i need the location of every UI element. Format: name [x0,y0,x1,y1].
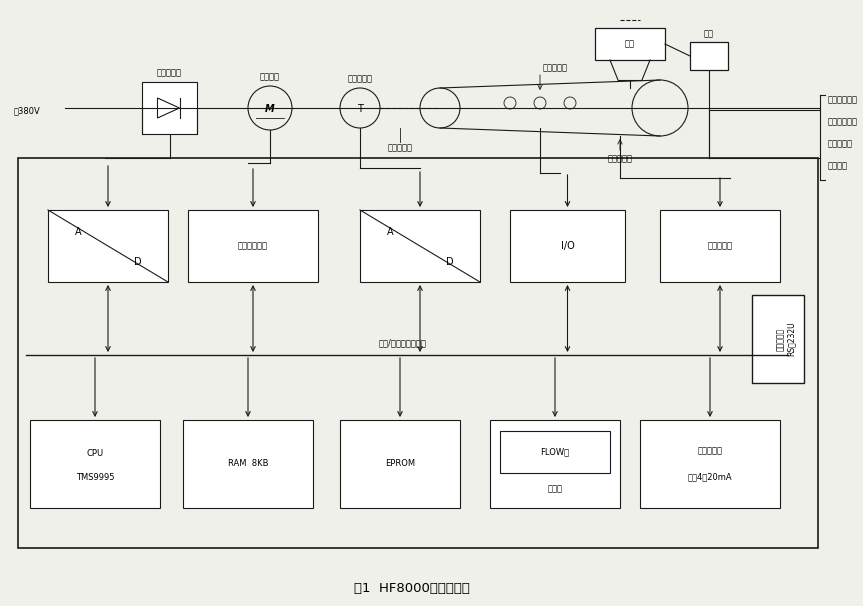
Text: 荷重传感器: 荷重传感器 [608,154,633,163]
Text: ～380V: ～380V [14,107,41,116]
Text: 皮带运转信号: 皮带运转信号 [828,96,858,104]
Bar [48,210,168,282]
Text: 控制台: 控制台 [547,484,563,493]
Text: D: D [446,257,454,267]
Text: 编码选择开关: 编码选择开关 [238,242,268,250]
Text: 直流马达: 直流马达 [260,72,280,81]
Bar [595,28,665,60]
Text: 第三扩展板
RS－232U: 第三扩展板 RS－232U [777,322,796,356]
Bar [690,42,728,70]
Text: D: D [134,257,142,267]
Text: TMS9995: TMS9995 [76,473,114,482]
Text: A: A [387,227,394,236]
Text: 皮带限位开关: 皮带限位开关 [828,118,858,127]
Bar [188,210,318,282]
Text: 插板: 插板 [625,39,635,48]
Text: 联锁信号: 联锁信号 [828,162,848,170]
Text: 图1  HF8000硬件构成图: 图1 HF8000硬件构成图 [354,582,469,594]
Text: 第三扩展板: 第三扩展板 [697,446,722,455]
Text: CPU: CPU [86,449,104,458]
Bar [500,430,610,473]
Bar [360,210,480,282]
Bar [30,420,160,508]
Text: 数据/地址总线＋电源: 数据/地址总线＋电源 [379,338,427,347]
Text: A: A [75,227,81,236]
Bar [142,82,197,134]
Bar [660,210,780,282]
Text: 电机: 电机 [704,29,714,38]
Text: T: T [357,104,363,114]
Text: 速度控制器: 速度控制器 [157,68,182,77]
Bar [490,420,620,508]
Text: 荷重传感器: 荷重传感器 [543,63,568,72]
Text: M: M [265,104,275,114]
Text: 总报警信号: 总报警信号 [828,139,853,148]
Text: 速度传感器: 速度传感器 [348,74,373,83]
Bar [183,420,313,508]
Text: I/O: I/O [561,241,575,251]
Text: 输出4～20mA: 输出4～20mA [688,473,733,482]
Bar [18,158,818,548]
Text: 荷重传感器: 荷重传感器 [387,143,413,152]
Bar [640,420,780,508]
Text: EPROM: EPROM [385,459,415,468]
Bar [752,295,804,383]
Text: 第二扩展板: 第二扩展板 [708,242,733,250]
Text: FLOW＝: FLOW＝ [540,447,570,456]
Text: RAM  8KB: RAM 8KB [228,459,268,468]
Bar [510,210,625,282]
Bar [340,420,460,508]
